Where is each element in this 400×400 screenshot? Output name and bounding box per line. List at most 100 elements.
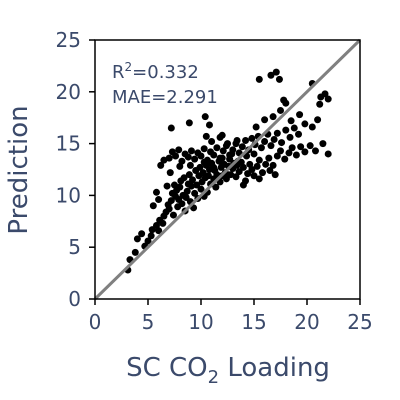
data-point: [176, 162, 184, 170]
data-point: [252, 123, 260, 131]
x-axis-title: SC CO2 Loading: [126, 353, 330, 388]
data-point: [271, 171, 279, 179]
data-point: [296, 111, 304, 119]
data-point: [200, 158, 208, 166]
data-point: [138, 230, 146, 238]
data-point: [250, 172, 258, 180]
data-point: [212, 183, 220, 191]
data-point: [267, 142, 275, 150]
x-tick-label: 15: [241, 310, 266, 334]
data-point: [255, 156, 263, 164]
data-point: [269, 113, 277, 121]
data-point: [292, 151, 300, 159]
data-points: [124, 68, 332, 274]
data-point: [255, 75, 263, 83]
data-point: [250, 150, 258, 158]
data-point: [187, 147, 195, 155]
data-point: [149, 202, 157, 210]
data-point: [316, 100, 324, 108]
data-point: [290, 124, 298, 132]
data-point: [185, 171, 193, 179]
data-point: [176, 183, 184, 191]
data-point: [257, 144, 265, 152]
data-point: [180, 174, 188, 182]
x-tick-label: 20: [294, 310, 319, 334]
data-point: [169, 211, 177, 219]
data-point: [295, 130, 303, 138]
data-point: [200, 145, 208, 153]
data-point: [233, 136, 241, 144]
data-point: [185, 119, 193, 127]
data-point: [280, 96, 288, 104]
data-point: [321, 90, 329, 98]
data-point: [253, 162, 261, 170]
data-point: [248, 134, 256, 142]
x-axis-title-main: SC CO: [126, 353, 208, 383]
data-point: [314, 116, 322, 124]
data-point: [238, 143, 246, 151]
data-point: [187, 182, 195, 190]
data-point: [210, 151, 218, 159]
data-point: [278, 139, 286, 147]
data-point: [261, 138, 269, 146]
data-point: [196, 163, 204, 171]
data-point: [204, 172, 212, 180]
data-point: [301, 148, 309, 156]
data-point: [157, 161, 165, 169]
data-point: [183, 187, 191, 195]
r2-superscript: 2: [125, 60, 133, 74]
y-tick-label: 15: [56, 132, 81, 156]
data-point: [197, 152, 205, 160]
r2-value: =0.332: [132, 62, 199, 83]
data-point: [282, 126, 290, 134]
mae-annotation: MAE=2.291: [112, 87, 218, 108]
data-point: [165, 205, 173, 213]
data-point: [191, 155, 199, 163]
data-point: [228, 150, 236, 158]
y-tick-label: 10: [56, 183, 81, 207]
data-point: [273, 152, 281, 160]
data-point: [210, 163, 218, 171]
data-point: [272, 68, 280, 76]
data-point: [308, 123, 316, 131]
data-point: [159, 219, 167, 227]
data-point: [288, 144, 296, 152]
data-point: [319, 140, 327, 148]
r2-annotation: R2=0.332: [112, 60, 199, 83]
data-point: [155, 227, 163, 235]
x-axis-ticks: 0 5 10 15 20 25: [89, 299, 373, 334]
x-tick-label: 10: [188, 310, 213, 334]
data-point: [277, 147, 284, 155]
data-point: [133, 235, 141, 243]
data-point: [163, 182, 171, 190]
data-point: [197, 185, 205, 193]
data-point: [297, 143, 305, 151]
data-point: [287, 117, 295, 125]
data-point: [242, 136, 250, 144]
data-point: [239, 181, 247, 189]
data-point: [301, 120, 309, 128]
data-point: [175, 146, 183, 154]
data-point: [267, 71, 275, 79]
data-point: [269, 161, 277, 169]
data-point: [306, 142, 314, 150]
data-point: [224, 140, 231, 148]
data-point: [265, 154, 273, 162]
data-point: [201, 113, 209, 121]
data-point: [166, 169, 174, 177]
data-point: [219, 147, 227, 155]
data-point: [216, 133, 224, 141]
data-point: [178, 200, 186, 208]
data-point: [258, 169, 266, 177]
data-point: [218, 154, 226, 162]
x-tick-label: 0: [89, 310, 102, 334]
data-point: [262, 160, 270, 168]
data-point: [281, 155, 289, 163]
data-point: [144, 237, 152, 245]
data-point: [152, 188, 160, 196]
x-tick-label: 5: [142, 310, 155, 334]
data-point: [213, 144, 221, 152]
data-point: [285, 149, 293, 157]
data-point: [131, 248, 139, 256]
